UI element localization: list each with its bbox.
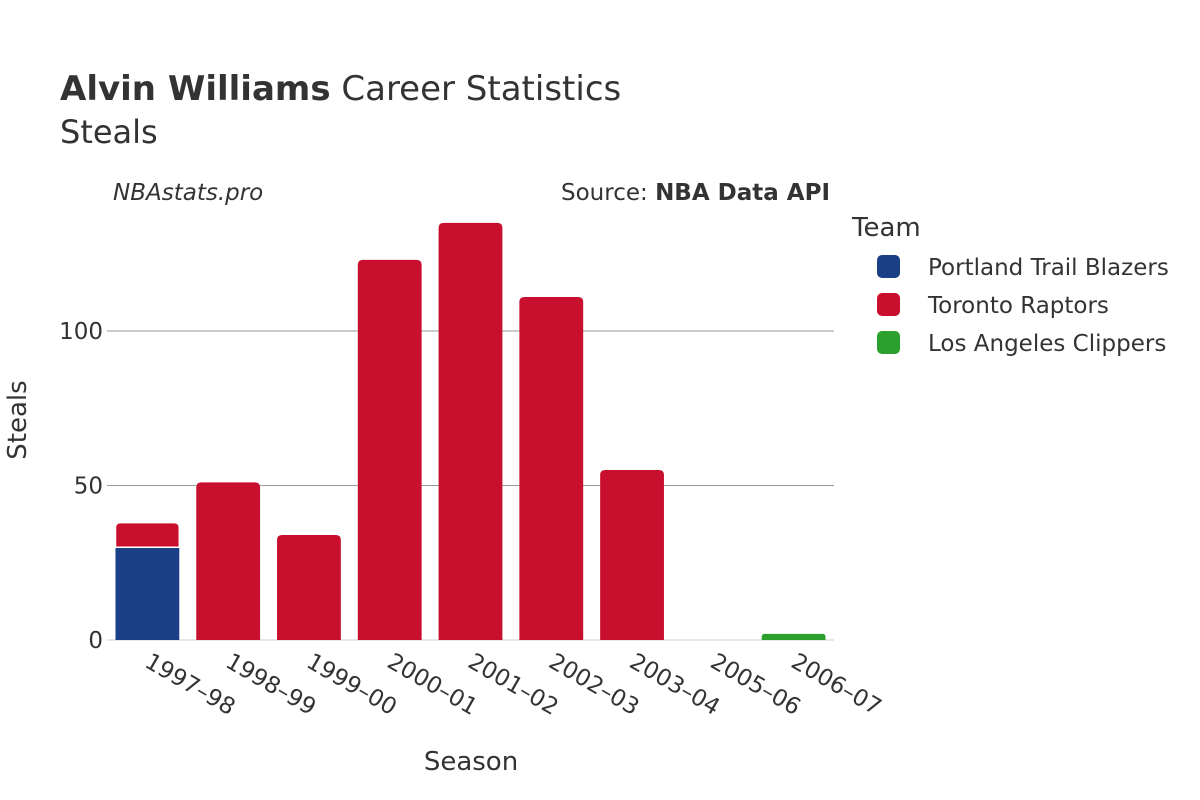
- x-tick-label: 2005–06: [706, 649, 805, 721]
- legend-item-label: Toronto Raptors: [927, 293, 1109, 319]
- x-tick-label: 2006–07: [787, 649, 886, 721]
- legend-swatch: [877, 293, 900, 316]
- bars: [114, 222, 826, 640]
- chart-title: Alvin Williams Career Statistics: [60, 69, 621, 109]
- x-tick-label: 1998–99: [221, 649, 320, 721]
- bar-segment: [196, 482, 261, 640]
- bar-segment: [114, 521, 181, 549]
- y-tick-labels: 0 50 100: [59, 319, 103, 654]
- bar-segment: [761, 633, 826, 640]
- legend: Portland Trail Blazers Toronto Raptors Los…: [877, 255, 1169, 357]
- source-prefix: Source:: [561, 180, 655, 206]
- legend-swatch: [877, 331, 900, 354]
- x-tick-label: 2001–02: [464, 649, 563, 721]
- bar-segment: [115, 547, 180, 640]
- bar-segment: [438, 222, 503, 640]
- legend-title: Team: [851, 213, 921, 243]
- y-axis-title: Steals: [3, 380, 33, 459]
- x-tick-label: 2003–04: [625, 649, 724, 721]
- watermark: NBAstats.pro: [113, 180, 263, 206]
- y-tick-label: 50: [74, 474, 103, 500]
- legend-item-label: Los Angeles Clippers: [928, 331, 1166, 357]
- chart-title-suffix: Career Statistics: [331, 69, 622, 109]
- legend-item-label: Portland Trail Blazers: [928, 255, 1169, 281]
- legend-swatch: [877, 255, 900, 278]
- chart-subtitle: Steals: [60, 113, 158, 151]
- x-tick-label: 2000–01: [383, 649, 482, 721]
- x-tick-labels: 1997–981998–991999–002000–012001–022002–…: [140, 649, 885, 721]
- y-tick-label: 0: [88, 628, 103, 654]
- x-axis-title: Season: [424, 747, 518, 777]
- bar-segment: [357, 259, 422, 640]
- source-text: Source: NBA Data API: [561, 180, 830, 206]
- x-tick-label: 2002–03: [544, 649, 643, 721]
- x-tick-label: 1997–98: [140, 649, 239, 721]
- source-name: NBA Data API: [655, 180, 830, 206]
- bar-segment: [519, 297, 584, 640]
- x-tick-label: 1999–00: [302, 649, 401, 721]
- y-tick-label: 100: [59, 319, 103, 345]
- bar-segment: [600, 470, 664, 640]
- chart-title-player: Alvin Williams: [60, 69, 331, 109]
- bar-segment: [277, 534, 341, 640]
